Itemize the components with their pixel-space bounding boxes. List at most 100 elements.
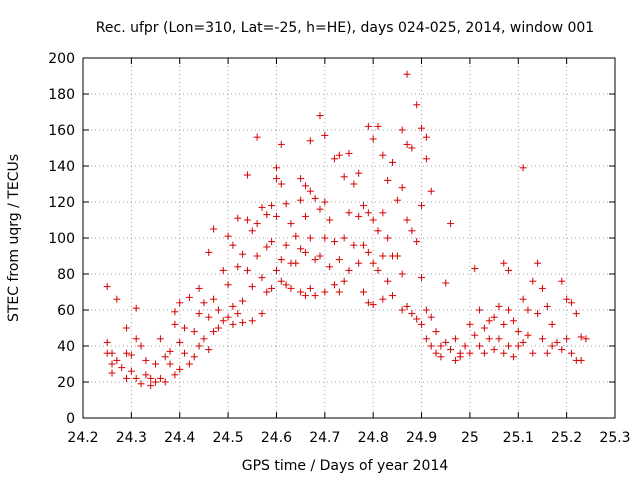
data-point (529, 349, 537, 357)
data-point (534, 310, 542, 318)
data-point (258, 274, 266, 282)
data-point (301, 212, 309, 220)
data-point (345, 209, 353, 217)
data-point (447, 346, 455, 354)
data-point (519, 295, 527, 303)
data-point (229, 320, 237, 328)
data-point (524, 331, 532, 339)
data-point (403, 216, 411, 224)
data-point (567, 349, 575, 357)
data-point (437, 353, 445, 361)
data-point (384, 176, 392, 184)
data-point (384, 234, 392, 242)
data-point (471, 265, 479, 273)
data-point (389, 158, 397, 166)
data-point (437, 342, 445, 350)
data-point (176, 299, 184, 307)
data-point (181, 349, 189, 357)
y-tick-label: 200 (48, 51, 75, 67)
data-point (451, 335, 459, 343)
y-axis-label: STEC from uqrg / TECUs (6, 154, 22, 322)
data-point (422, 133, 430, 141)
data-point (543, 349, 551, 357)
data-point (171, 371, 179, 379)
data-point (509, 353, 517, 361)
data-point (219, 317, 227, 325)
data-point (340, 234, 348, 242)
data-point (301, 182, 309, 190)
data-point (471, 331, 479, 339)
data-point (369, 301, 377, 309)
data-point (248, 317, 256, 325)
data-point (176, 338, 184, 346)
data-point (403, 70, 411, 78)
data-point (485, 335, 493, 343)
data-point (389, 292, 397, 300)
data-point (355, 259, 363, 267)
data-point (316, 205, 324, 213)
data-point (200, 335, 208, 343)
data-point (214, 324, 222, 332)
data-point (239, 297, 247, 305)
data-point (418, 320, 426, 328)
data-point (277, 256, 285, 264)
data-point (152, 360, 160, 368)
data-point (123, 374, 131, 382)
data-point (432, 349, 440, 357)
data-point (408, 310, 416, 318)
data-point (398, 270, 406, 278)
data-point (234, 214, 242, 222)
data-point (577, 356, 585, 364)
data-point (321, 234, 329, 242)
data-point (123, 324, 131, 332)
data-point (243, 266, 251, 274)
y-tick-label: 120 (48, 195, 75, 211)
data-point (301, 292, 309, 300)
data-point (108, 369, 116, 377)
data-point (311, 256, 319, 264)
data-point (379, 295, 387, 303)
data-point (529, 277, 537, 285)
data-point (548, 342, 556, 350)
data-point (466, 349, 474, 357)
data-point (519, 338, 527, 346)
y-tick-label: 20 (57, 375, 75, 391)
x-tick-label: 25.3 (599, 430, 630, 446)
data-point (272, 212, 280, 220)
data-point (364, 299, 372, 307)
data-point (176, 365, 184, 373)
y-tick-label: 60 (57, 303, 75, 319)
data-point (427, 187, 435, 195)
data-point (147, 374, 155, 382)
data-point (277, 277, 285, 285)
data-point (330, 155, 338, 163)
data-point (355, 169, 363, 177)
data-point (272, 175, 280, 183)
data-point (461, 342, 469, 350)
data-point (369, 259, 377, 267)
data-point (427, 313, 435, 321)
data-point (239, 250, 247, 258)
data-point (253, 133, 261, 141)
data-point (108, 349, 116, 357)
y-tick-label: 140 (48, 159, 75, 175)
data-point (418, 274, 426, 282)
data-point (195, 342, 203, 350)
data-point (113, 295, 121, 303)
data-point (340, 173, 348, 181)
data-point (268, 284, 276, 292)
data-point (379, 151, 387, 159)
data-point (340, 277, 348, 285)
data-point (335, 151, 343, 159)
data-point (258, 203, 266, 211)
data-point (505, 342, 513, 350)
data-point (374, 266, 382, 274)
data-point (393, 196, 401, 204)
data-point (272, 164, 280, 172)
data-point (282, 281, 290, 289)
data-point (248, 283, 256, 291)
data-point (156, 335, 164, 343)
data-point (345, 149, 353, 157)
data-point (287, 220, 295, 228)
data-point (195, 284, 203, 292)
